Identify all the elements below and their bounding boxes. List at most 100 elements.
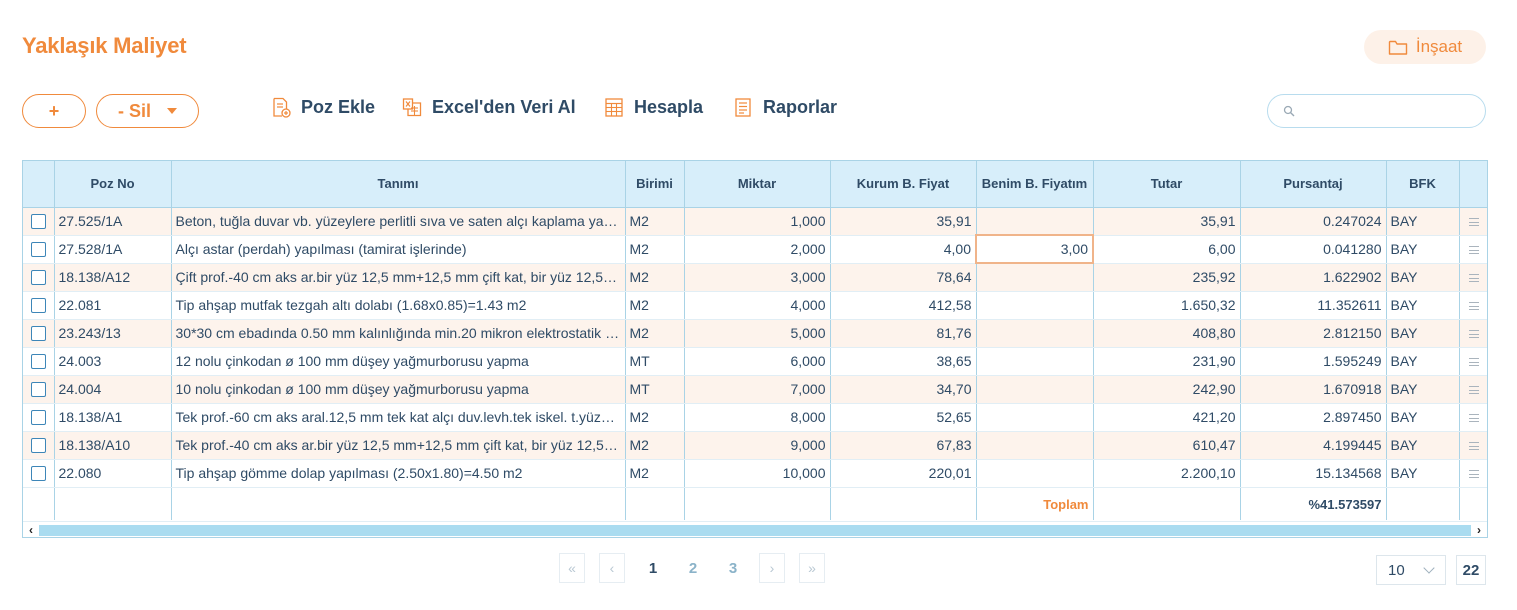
cell-benim-fiyat[interactable] [976, 459, 1094, 488]
page-number[interactable]: 3 [728, 559, 738, 577]
cell-tanimi[interactable]: Tek prof.-40 cm aks ar.bir yüz 12,5 mm+1… [171, 431, 626, 460]
cell-miktar[interactable]: 9,000 [684, 431, 831, 460]
cell-tanimi[interactable]: Çift prof.-40 cm aks ar.bir yüz 12,5 mm+… [171, 263, 626, 292]
header-birimi[interactable]: Birimi [625, 161, 685, 208]
cell-benim-fiyat[interactable] [976, 291, 1094, 320]
header-bfk[interactable]: BFK [1386, 161, 1460, 208]
cell-poz-no[interactable]: 18.138/A10 [54, 431, 172, 460]
cell-poz-no[interactable]: 22.081 [54, 291, 172, 320]
header-pursantaj[interactable]: Pursantaj [1240, 161, 1387, 208]
cell-tanimi[interactable]: Tek prof.-60 cm aks aral.12,5 mm tek kat… [171, 403, 626, 432]
header-poz-no[interactable]: Poz No [54, 161, 172, 208]
cell-kurum-fiyat[interactable]: 35,91 [830, 207, 977, 236]
cell-miktar[interactable]: 5,000 [684, 319, 831, 348]
row-checkbox[interactable] [30, 298, 46, 314]
cell-birimi[interactable]: M2 [625, 235, 685, 264]
cell-bfk[interactable]: BAY [1386, 235, 1460, 264]
header-tutar[interactable]: Tutar [1093, 161, 1241, 208]
poz-ekle-button[interactable]: Poz Ekle [271, 94, 375, 120]
table-row[interactable]: 18.138/A1 Tek prof.-60 cm aks aral.12,5 … [23, 403, 1487, 432]
cell-kurum-fiyat[interactable]: 52,65 [830, 403, 977, 432]
cell-birimi[interactable]: M2 [625, 459, 685, 488]
cell-poz-no[interactable]: 18.138/A12 [54, 263, 172, 292]
cell-kurum-fiyat[interactable]: 34,70 [830, 375, 977, 404]
page-number[interactable]: 2 [688, 559, 698, 577]
drag-handle-icon[interactable] [1469, 386, 1479, 395]
cell-bfk[interactable]: BAY [1386, 459, 1460, 488]
excel-import-button[interactable]: Excel'den Veri Al [402, 94, 576, 120]
row-checkbox[interactable] [30, 214, 46, 230]
cell-benim-fiyat[interactable] [976, 347, 1094, 376]
cell-tanimi[interactable]: Alçı astar (perdah) yapılması (tamirat i… [171, 235, 626, 264]
search-input[interactable] [1302, 101, 1477, 123]
scrollbar-thumb[interactable] [39, 525, 1471, 536]
project-selector[interactable]: İnşaat [1364, 30, 1486, 64]
cell-poz-no[interactable]: 27.528/1A [54, 235, 172, 264]
header-tanimi[interactable]: Tanımı [171, 161, 626, 208]
cell-kurum-fiyat[interactable]: 412,58 [830, 291, 977, 320]
cell-bfk[interactable]: BAY [1386, 263, 1460, 292]
cell-birimi[interactable]: M2 [625, 263, 685, 292]
raporlar-button[interactable]: Raporlar [733, 94, 837, 120]
cell-birimi[interactable]: M2 [625, 431, 685, 460]
drag-handle-icon[interactable] [1469, 246, 1479, 255]
cell-tanimi[interactable]: Beton, tuğla duvar vb. yüzeylere perlitl… [171, 207, 626, 236]
prev-page-button[interactable]: ‹ [599, 553, 625, 583]
cell-benim-fiyat-editing[interactable]: 3,00 [975, 234, 1094, 264]
header-benim-fiyat[interactable]: Benim B. Fiyatım [976, 161, 1094, 208]
horizontal-scrollbar[interactable]: ‹ › [23, 521, 1487, 537]
cell-kurum-fiyat[interactable]: 81,76 [830, 319, 977, 348]
row-checkbox[interactable] [30, 326, 46, 342]
drag-handle-icon[interactable] [1469, 470, 1479, 479]
cell-benim-fiyat[interactable] [976, 431, 1094, 460]
cell-miktar[interactable]: 1,000 [684, 207, 831, 236]
cell-birimi[interactable]: M2 [625, 403, 685, 432]
drag-handle-icon[interactable] [1469, 302, 1479, 311]
table-row[interactable]: 22.081 Tip ahşap mutfak tezgah altı dola… [23, 291, 1487, 320]
table-row[interactable]: 23.243/13 30*30 cm ebadında 0.50 mm kalı… [23, 319, 1487, 348]
next-page-button[interactable]: › [759, 553, 785, 583]
cell-bfk[interactable]: BAY [1386, 431, 1460, 460]
cell-benim-fiyat[interactable] [976, 403, 1094, 432]
cell-miktar[interactable]: 4,000 [684, 291, 831, 320]
cell-tanimi[interactable]: 10 nolu çinkodan ø 100 mm düşey yağmurbo… [171, 375, 626, 404]
table-row[interactable]: 22.080 Tip ahşap gömme dolap yapılması (… [23, 459, 1487, 488]
row-checkbox[interactable] [30, 438, 46, 454]
cell-miktar[interactable]: 3,000 [684, 263, 831, 292]
cell-birimi[interactable]: MT [625, 375, 685, 404]
cell-benim-fiyat[interactable] [976, 207, 1094, 236]
last-page-button[interactable]: » [799, 553, 825, 583]
table-row[interactable]: 24.003 12 nolu çinkodan ø 100 mm düşey y… [23, 347, 1487, 376]
cell-birimi[interactable]: M2 [625, 207, 685, 236]
cell-kurum-fiyat[interactable]: 38,65 [830, 347, 977, 376]
cell-poz-no[interactable]: 22.080 [54, 459, 172, 488]
hesapla-button[interactable]: Hesapla [604, 94, 703, 120]
cell-miktar[interactable]: 2,000 [684, 235, 831, 264]
row-checkbox[interactable] [30, 410, 46, 426]
table-row[interactable]: 24.004 10 nolu çinkodan ø 100 mm düşey y… [23, 375, 1487, 404]
cell-poz-no[interactable]: 24.003 [54, 347, 172, 376]
table-row[interactable]: 18.138/A12 Çift prof.-40 cm aks ar.bir y… [23, 263, 1487, 292]
drag-handle-icon[interactable] [1469, 442, 1479, 451]
scroll-left-icon[interactable]: ‹ [29, 523, 33, 537]
drag-handle-icon[interactable] [1469, 330, 1479, 339]
drag-handle-icon[interactable] [1469, 218, 1479, 227]
first-page-button[interactable]: « [559, 553, 585, 583]
cell-tanimi[interactable]: 30*30 cm ebadında 0.50 mm kalınlığında m… [171, 319, 626, 348]
add-button[interactable]: + [22, 94, 86, 128]
cell-miktar[interactable]: 6,000 [684, 347, 831, 376]
table-row[interactable]: 18.138/A10 Tek prof.-40 cm aks ar.bir yü… [23, 431, 1487, 460]
cell-tanimi[interactable]: Tip ahşap gömme dolap yapılması (2.50x1.… [171, 459, 626, 488]
cell-poz-no[interactable]: 24.004 [54, 375, 172, 404]
cell-miktar[interactable]: 10,000 [684, 459, 831, 488]
cell-kurum-fiyat[interactable]: 78,64 [830, 263, 977, 292]
table-row[interactable]: 27.528/1A Alçı astar (perdah) yapılması … [23, 234, 1487, 264]
cell-benim-fiyat[interactable] [976, 319, 1094, 348]
cell-benim-fiyat[interactable] [976, 375, 1094, 404]
cell-bfk[interactable]: BAY [1386, 291, 1460, 320]
cell-benim-fiyat[interactable] [976, 263, 1094, 292]
row-checkbox[interactable] [30, 354, 46, 370]
cell-birimi[interactable]: M2 [625, 319, 685, 348]
row-checkbox[interactable] [30, 466, 46, 482]
cell-bfk[interactable]: BAY [1386, 207, 1460, 236]
